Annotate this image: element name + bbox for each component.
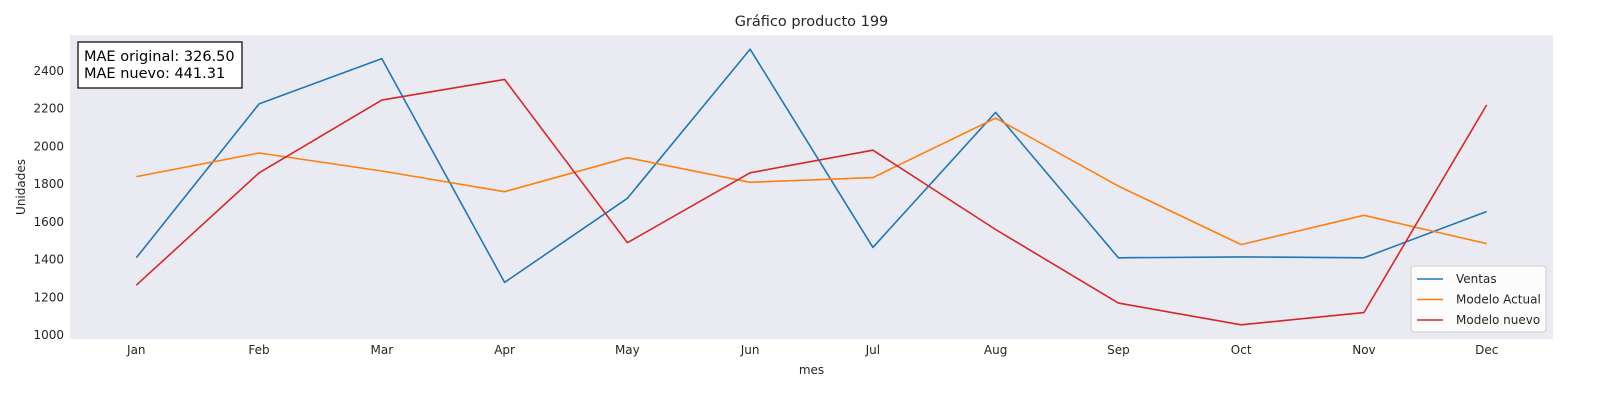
x-tick-label: Oct [1231, 343, 1252, 357]
series-line [135, 48, 1487, 284]
series-line [135, 78, 1488, 326]
legend-entry: Modelo Actual [1456, 293, 1541, 307]
x-tick-label: Jul [865, 343, 880, 357]
x-tick-label: Feb [248, 343, 269, 357]
x-axis-label: mes [799, 363, 824, 377]
x-tick-label: May [615, 343, 640, 357]
x-axis-ticks: Jan Feb Mar Apr May Jun Jul Aug Sep Oct Nov Dec [126, 343, 1498, 357]
x-tick-label: Aug [984, 343, 1007, 357]
x-tick-label: Jun [740, 343, 760, 357]
legend: Ventas Modelo Actual Modelo nuevo [1410, 265, 1547, 333]
y-axis-ticks: 1000 1200 1400 1600 1800 2000 2200 2400 [33, 64, 64, 342]
chart-title: Gráfico producto 199 [735, 14, 889, 30]
legend-entry: Ventas [1456, 272, 1497, 286]
x-tick-label: Nov [1352, 343, 1375, 357]
y-tick-label: 1000 [33, 328, 64, 342]
x-tick-label: Apr [494, 343, 515, 357]
y-tick-label: 2200 [33, 102, 64, 116]
y-tick-label: 1200 [33, 290, 64, 304]
y-tick-label: 2400 [33, 64, 64, 78]
series-layer [135, 48, 1488, 326]
y-tick-label: 1800 [33, 177, 64, 191]
legend-entry: Modelo nuevo [1456, 313, 1540, 327]
x-tick-label: Sep [1107, 343, 1130, 357]
plot-area [70, 35, 1553, 339]
annotation-frame [77, 41, 243, 89]
x-tick-label: Dec [1475, 343, 1498, 357]
y-tick-label: 1400 [33, 253, 64, 267]
x-tick-label: Mar [371, 343, 394, 357]
legend-frame [1410, 265, 1547, 333]
series-line [136, 117, 1487, 246]
x-tick-label: Jan [126, 343, 146, 357]
y-tick-label: 2000 [33, 139, 64, 153]
annotation-line: MAE original: 326.50 [84, 49, 235, 65]
y-axis-label: Unidades [14, 159, 28, 215]
y-tick-label: 1600 [33, 215, 64, 229]
annotation-line: MAE nuevo: 441.31 [84, 66, 225, 82]
